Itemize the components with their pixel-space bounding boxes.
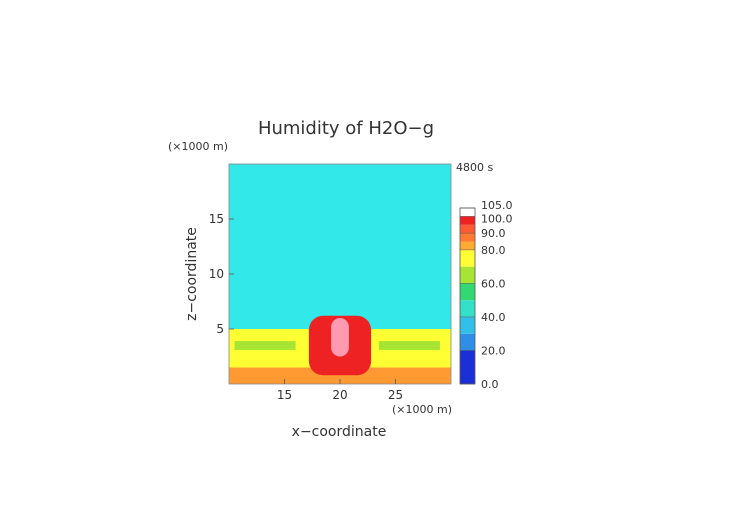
x-tick-label: 25 xyxy=(388,388,403,402)
z-ticks: 5 10 15 xyxy=(209,212,234,336)
colorbar-band xyxy=(460,283,475,301)
x-unit-label: (×1000 m) xyxy=(392,403,452,416)
x-ticks: 15 20 25 xyxy=(277,379,403,402)
x-tick-label: 20 xyxy=(332,388,347,402)
z-tick-label: 10 xyxy=(209,267,224,281)
colorbar-band xyxy=(460,241,475,250)
y-axis-label: z−coordinate xyxy=(184,227,200,321)
colorbar-label: 20.0 xyxy=(481,344,506,357)
colorbar-label: 40.0 xyxy=(481,311,506,324)
z-unit-label: (×1000 m) xyxy=(168,140,228,153)
colorbar-band xyxy=(460,249,475,267)
z-tick-label: 5 xyxy=(216,322,224,336)
colorbar-label: 80.0 xyxy=(481,244,506,257)
colorbar-label: 0.0 xyxy=(481,378,499,391)
colorbar xyxy=(459,207,476,385)
colorbar-band xyxy=(460,266,475,284)
colorbar-label: 90.0 xyxy=(481,227,506,240)
colorbar-band xyxy=(460,233,475,242)
field-region-moist-band-left xyxy=(234,341,296,350)
colorbar-label: 105.0 xyxy=(481,199,513,212)
x-tick-label: 15 xyxy=(277,388,292,402)
colorbar-band xyxy=(460,333,475,351)
time-label: 4800 s xyxy=(456,161,493,174)
colorbar-label: 60.0 xyxy=(481,277,506,290)
colorbar-band xyxy=(460,208,475,217)
colorbar-band xyxy=(460,316,475,334)
field-region-upper-air xyxy=(229,164,451,329)
field-region-cloud-core xyxy=(331,318,349,357)
field-region-moist-band-right xyxy=(378,341,440,350)
chart-title: Humidity of H2O−g xyxy=(258,118,434,139)
humidity-field xyxy=(229,164,451,384)
colorbar-band xyxy=(460,300,475,317)
colorbar-band xyxy=(460,224,475,234)
colorbar-label: 100.0 xyxy=(481,212,513,225)
z-tick-label: 15 xyxy=(209,212,224,226)
colorbar-band xyxy=(460,350,475,384)
colorbar-band xyxy=(460,216,475,225)
x-axis-label: x−coordinate xyxy=(292,424,387,440)
